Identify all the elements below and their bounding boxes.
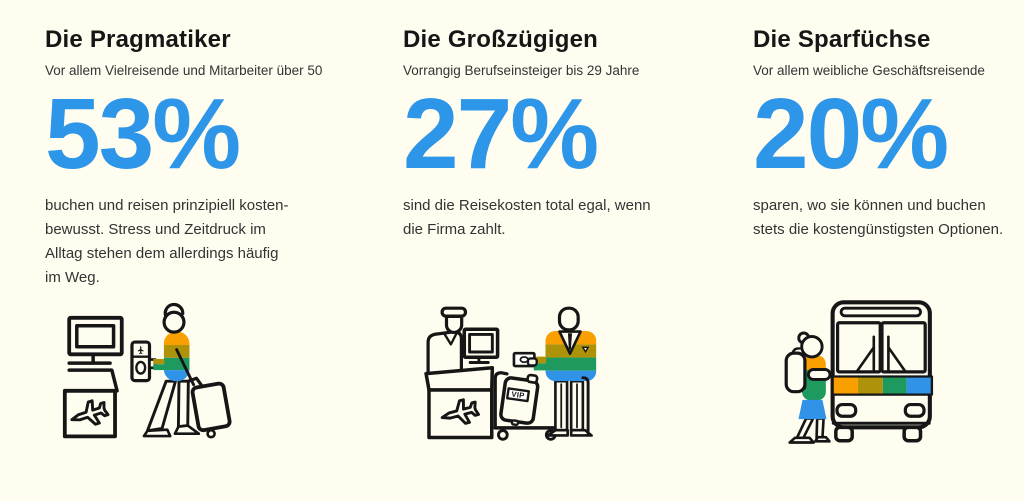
segment-description: sind die Reisekosten total egal, wenn di… [403,197,651,238]
segment-title: Die Pragmatiker [45,26,231,53]
checkin-desk-icon [424,366,495,440]
segment-grosszuegige: Die Großzügigen Vorrangig Berufseinsteig… [403,26,733,242]
bus-stripe-band [831,375,934,396]
segment-subtitle: Vor allem weibliche Geschäftsreisende [753,63,985,78]
vip-counter-illustration: VIP [410,290,650,475]
trolley-handle-icon [581,376,590,436]
wiper-icon [887,335,907,372]
traveler-figure [142,302,201,438]
agent-cap-icon [440,306,468,318]
vip-suitcase-icon: VIP [499,373,540,427]
segment-description: buchen und reisen prinzipiell kosten- be… [45,197,289,286]
segment-subtitle: Vorrangig Berufseinsteiger bis 29 Jahre [403,63,640,78]
bus-wheel-icon [834,425,854,443]
boarding-pass-device-icon [130,340,157,383]
bus-wheel-icon [902,425,923,443]
segment-description: sparen, wo sie können und buchen stets d… [753,197,1004,238]
checkin-kiosk-icon [62,315,124,439]
skirt [798,399,827,420]
umbrella-handle-icon [163,302,185,318]
bus-boarding-illustration [750,290,990,475]
necktie-icon [567,333,573,350]
checkin-agent-figure [426,306,468,375]
woman-figure [784,331,832,444]
segment-percentage: 53% [45,78,241,190]
banknote-icon [512,351,538,368]
segment-pragmatiker: Die Pragmatiker Vor allem Vielreisende u… [45,26,380,290]
checkin-kiosk-traveler-illustration [40,290,280,475]
headlight-icon [903,402,926,418]
segment-percentage: 27% [403,78,599,190]
arm [806,368,832,381]
segment-percentage: 20% [753,78,949,190]
desk-monitor-icon [462,327,500,364]
segment-title: Die Sparfüchse [753,26,931,53]
businessman-figure [512,306,597,437]
headlight-icon [835,402,858,418]
segment-subtitle: Vor allem Vielreisende und Mitarbeiter ü… [45,63,323,78]
wiper-icon [856,335,876,372]
segment-title: Die Großzügigen [403,26,598,53]
luggage-trolley-icon: VIP [493,371,560,441]
bus-icon [830,300,934,443]
vip-label: VIP [511,390,525,401]
segment-sparfuechse: Die Sparfüchse Vor allem weibliche Gesch… [753,26,1018,242]
backpack-icon [784,347,807,394]
pocket-square-icon [581,346,590,354]
